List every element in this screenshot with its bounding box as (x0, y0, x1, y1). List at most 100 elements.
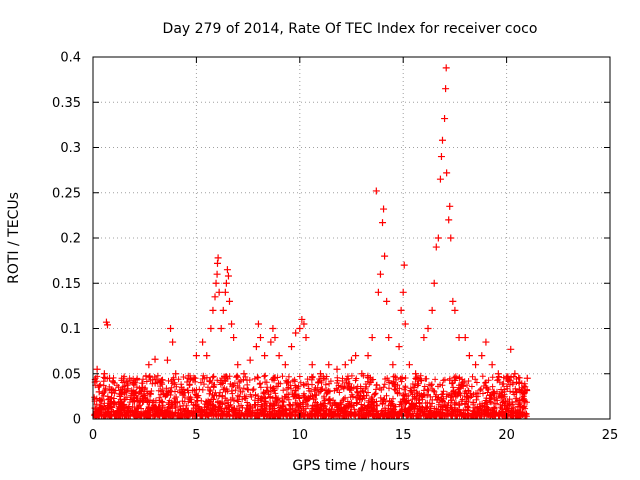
data-point (507, 345, 515, 353)
data-point (192, 352, 200, 360)
data-point (437, 153, 445, 161)
data-point (212, 279, 220, 287)
data-point (358, 370, 366, 378)
data-point (145, 361, 153, 369)
data-point (169, 338, 177, 346)
data-point (503, 374, 511, 382)
data-point (511, 370, 519, 378)
y-tick-label: 0.4 (60, 51, 81, 66)
data-point (157, 379, 165, 387)
data-point (401, 320, 409, 328)
data-point (172, 370, 180, 378)
data-point (364, 352, 372, 360)
data-point (100, 370, 108, 378)
data-point (240, 370, 248, 378)
data-point (395, 343, 403, 351)
data-point (252, 343, 260, 351)
data-point (246, 356, 254, 364)
data-point (430, 279, 438, 287)
data-point (399, 288, 407, 296)
y-axis-label: ROTI / TECUs (6, 192, 22, 284)
data-point (515, 379, 523, 387)
data-point (184, 374, 192, 382)
y-tick-label: 0.35 (52, 96, 81, 111)
data-points (91, 64, 531, 412)
data-point (341, 361, 349, 369)
data-point (213, 270, 221, 278)
data-point (352, 352, 360, 360)
data-point (300, 320, 308, 328)
data-point (381, 252, 389, 260)
data-point (380, 205, 388, 213)
y-tick-label: 0 (73, 413, 81, 428)
data-point (296, 325, 304, 332)
data-point (163, 356, 171, 364)
data-point (441, 115, 449, 123)
data-point (213, 259, 221, 267)
y-tick-label: 0.05 (52, 367, 81, 382)
data-point (374, 288, 382, 296)
x-tick-label: 25 (602, 428, 619, 443)
data-point (225, 297, 233, 305)
x-axis-label: GPS time / hours (292, 458, 409, 474)
data-point (434, 234, 442, 242)
data-point (298, 315, 306, 323)
data-point (219, 306, 227, 314)
data-point (472, 361, 480, 369)
x-tick-label: 0 (89, 428, 97, 443)
data-point (234, 361, 242, 369)
y-tick-label: 0.25 (52, 186, 81, 201)
data-point (368, 334, 376, 342)
data-point (292, 329, 300, 337)
data-point (523, 374, 531, 382)
data-point (376, 270, 384, 278)
data-point (348, 356, 355, 364)
dense-noise-band (91, 372, 531, 420)
data-point (254, 320, 262, 328)
y-tick-label: 0.15 (52, 277, 81, 292)
x-tick-label: 10 (292, 428, 309, 443)
data-point (447, 234, 455, 242)
noise-band-markers (91, 372, 531, 420)
data-point (494, 370, 502, 378)
data-point (482, 338, 490, 346)
data-point (519, 388, 527, 396)
data-point (385, 334, 393, 342)
y-axis-ticks: 0 0.05 0.1 0.15 0.2 0.25 0.3 0.35 0.4 (52, 51, 610, 428)
data-point (215, 288, 223, 296)
data-point (223, 266, 231, 274)
data-point (389, 361, 397, 369)
data-point (267, 338, 275, 346)
x-tick-label: 20 (498, 428, 515, 443)
data-point (455, 334, 463, 342)
data-point (428, 306, 436, 314)
data-point (261, 352, 269, 360)
data-point (209, 306, 217, 314)
data-point (478, 352, 486, 360)
data-point (383, 297, 391, 305)
data-point (451, 306, 459, 314)
data-point (221, 288, 229, 296)
data-point (116, 392, 124, 400)
data-point (438, 136, 446, 144)
plot-frame (92, 56, 611, 420)
data-point (442, 85, 450, 93)
data-point (405, 361, 413, 369)
data-point (308, 361, 316, 369)
data-point (420, 334, 428, 342)
y-tick-label: 0.1 (60, 322, 81, 337)
data-point (281, 361, 289, 369)
data-point (316, 370, 324, 378)
data-point (222, 279, 230, 287)
data-point (214, 254, 222, 262)
data-point (302, 334, 310, 342)
data-point (325, 361, 333, 369)
data-point (207, 325, 215, 332)
data-point (269, 325, 277, 332)
data-point (217, 325, 225, 332)
y-tick-label: 0.2 (60, 232, 81, 247)
data-point (122, 388, 130, 396)
data-point (400, 261, 408, 269)
data-point (95, 388, 103, 396)
